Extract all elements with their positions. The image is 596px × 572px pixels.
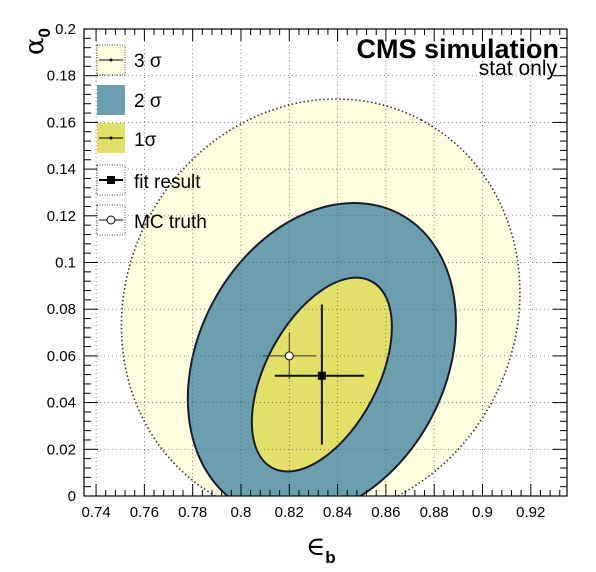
markers-layer [262,304,365,445]
x-tick-label: 0.88 [420,504,449,521]
x-tick-label: 0.76 [130,504,159,521]
y-tick-label: 0 [68,488,76,505]
y-axis-label-sub: 0 [35,28,54,37]
y-tick-label: 0.18 [47,68,76,85]
legend-label-mc: MC truth [134,212,207,233]
x-tick-label: 0.78 [178,504,207,521]
legend-marker-fit-square [107,176,115,184]
y-tick-label: 0.04 [47,395,76,412]
axis-ticks: 0.74 0.76 0.78 0.8 0.82 0.84 0.86 0.88 0.9 0.92 0 0… [47,21,567,521]
y-tick-label: 0.02 [47,441,76,458]
mc-truth-point [284,351,294,361]
y-tick-label: 0.14 [47,161,76,178]
svg-text:∈b: ∈b [306,532,336,567]
y-axis-label-main: α [20,37,50,55]
svg-text:α0: α0 [20,28,54,55]
x-axis-label-main: ∈ [306,532,325,562]
x-tick-label: 0.84 [323,504,352,521]
legend: 3 σ 2 σ 1σ fit result MC truth [96,44,207,236]
legend-dot-3sigma [109,58,113,62]
y-tick-label: 0.06 [47,348,76,365]
x-tick-label: 0.74 [81,504,110,521]
legend-marker-mc-circle [106,215,116,225]
legend-dot-1sigma [109,136,113,140]
y-axis-label: α0 [20,28,54,55]
y-tick-label: 0.16 [47,114,76,131]
y-tick-label: 0.12 [47,208,76,225]
x-tick-label: 0.9 [472,504,493,521]
legend-label-1sigma: 1σ [134,130,157,151]
y-tick-label: 0.2 [55,21,76,38]
x-axis-label-sub: b [325,548,335,567]
y-tick-label: 0.08 [47,301,76,318]
legend-label-3sigma: 3 σ [134,51,162,72]
legend-label-2sigma: 2 σ [134,91,162,112]
x-tick-label: 0.92 [516,504,545,521]
x-tick-label: 0.8 [231,504,252,521]
x-tick-label: 0.82 [275,504,304,521]
chart-title: CMS simulation [356,34,559,64]
legend-label-fit: fit result [134,172,201,193]
x-axis-label: ∈b [306,532,336,567]
y-tick-label: 0.1 [55,255,76,272]
x-tick-label: 0.86 [371,504,400,521]
fit-result-point [317,371,326,380]
chart-subtitle: stat only [479,57,558,80]
legend-swatch-2sigma [97,85,125,115]
